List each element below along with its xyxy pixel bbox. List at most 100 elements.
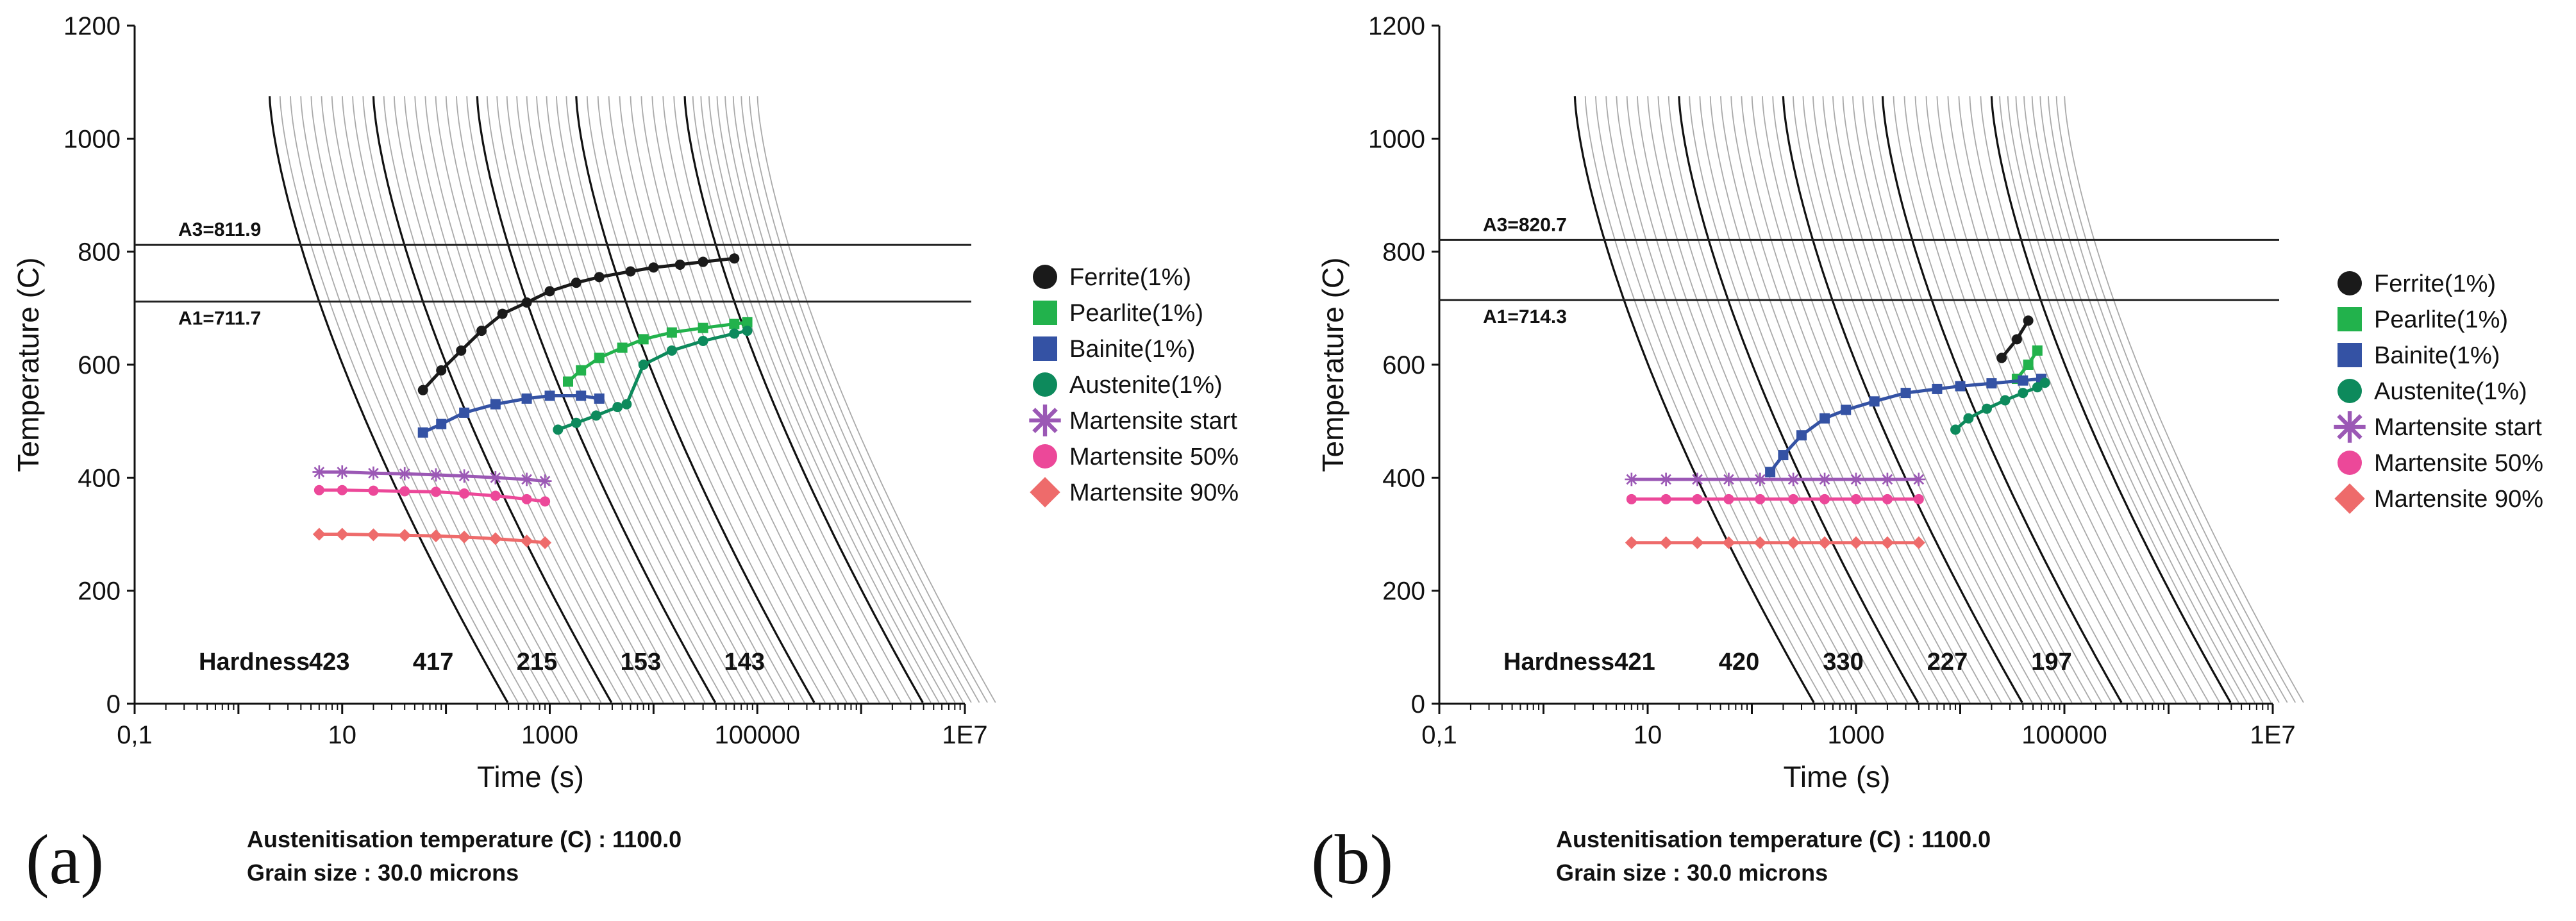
cooling-curve <box>740 96 980 703</box>
series-martensite-50-point <box>540 496 551 507</box>
y-tick-label: 0 <box>106 690 121 718</box>
cooling-curve <box>394 96 633 703</box>
series-martensite-90-point <box>335 527 349 541</box>
cooling-curve-bold <box>1573 96 1815 703</box>
panel-label: (a) <box>26 820 104 899</box>
series-martensite-start-point <box>1786 472 1800 486</box>
series-bainite-1-point <box>1841 404 1852 415</box>
series-martensite-start-point <box>429 468 443 482</box>
series-austenite-1-point <box>621 399 632 410</box>
legend-marker <box>2334 411 2366 443</box>
series-martensite-90-point <box>1722 536 1735 549</box>
series-martensite-50-point <box>368 485 379 496</box>
series-ferrite-1-point <box>456 345 467 356</box>
series-martensite-start-point <box>335 465 349 479</box>
cooling-curve <box>1925 96 2166 703</box>
legend-label: Martensite 90% <box>1069 479 1239 506</box>
legend-marker <box>2338 379 2362 403</box>
legend-item: Martensite start <box>1029 404 1237 436</box>
x-tick-label: 100000 <box>2021 721 2107 749</box>
series-martensite-start-point <box>1659 472 1673 486</box>
legend-marker-stroke <box>1032 408 1058 433</box>
cooling-curve <box>619 96 858 703</box>
cooling-curve <box>662 96 902 703</box>
info-line: Austenitisation temperature (C) : 1100.0 <box>247 826 682 852</box>
cooling-curve <box>732 96 972 703</box>
series-bainite-1-point <box>1900 388 1911 399</box>
cooling-curve <box>1626 96 1867 703</box>
legend-marker <box>1033 444 1057 469</box>
cooling-curve <box>536 96 776 703</box>
hardness-value: 421 <box>1614 649 1655 676</box>
cooling-curve <box>757 96 996 703</box>
series-martensite-50-point <box>1913 494 1924 504</box>
x-tick-label: 10 <box>1634 721 1662 749</box>
legend-label: Martensite 50% <box>2374 450 2543 477</box>
legend-item: Bainite(1%) <box>2338 342 2500 369</box>
series-martensite-90-point <box>367 528 380 542</box>
cooling-curve <box>331 96 571 703</box>
cooling-curve <box>1689 96 1929 703</box>
y-tick-label: 800 <box>1382 238 1425 267</box>
cooling-curve <box>414 96 654 703</box>
legend-marker <box>1033 336 1057 361</box>
y-tick-label: 400 <box>1382 464 1425 492</box>
series-martensite-start-point-stroke <box>337 467 348 477</box>
series-pearlite-1-point <box>638 334 649 345</box>
series-martensite-start-point <box>367 466 380 480</box>
series-ferrite-1-point <box>2023 315 2034 326</box>
series-martensite-90-point <box>539 536 552 549</box>
y-tick-label: 1000 <box>63 125 121 153</box>
x-tick-label: 0,1 <box>1421 721 1457 749</box>
series-bainite-1-point <box>1778 450 1789 461</box>
cooling-curve <box>1605 96 1846 703</box>
y-tick-label: 1200 <box>1368 12 1425 40</box>
series-austenite-1-point <box>2039 378 2050 388</box>
cooling-curve <box>1699 96 1939 703</box>
series-martensite-90 <box>312 527 552 549</box>
series-martensite-start-point <box>538 474 552 488</box>
cooling-curve <box>300 96 540 703</box>
cooling-curve <box>1893 96 2133 703</box>
legend-label: Austenite(1%) <box>2374 378 2527 405</box>
cooling-curve <box>1936 96 2177 703</box>
cooling-curve <box>692 96 932 703</box>
series-martensite-50-point <box>1723 494 1734 504</box>
cooling-curve <box>1842 96 2082 703</box>
cooling-curve <box>1852 96 2093 703</box>
legend: Ferrite(1%) Pearlite(1%) Bainite(1%) Austen… <box>2334 270 2543 514</box>
ref-label-a1: A1=714.3 <box>1483 306 1567 328</box>
cooling-curve <box>1647 96 1887 703</box>
cooling-curve <box>310 96 550 703</box>
legend-marker-stroke <box>2337 414 2363 440</box>
series-austenite-1-point <box>742 326 753 336</box>
y-tick-label: 800 <box>78 238 121 267</box>
cooling-curve <box>362 96 602 703</box>
series-ferrite-1-point <box>521 297 532 308</box>
y-tick-label: 1000 <box>1368 125 1425 153</box>
hardness-value: 215 <box>517 649 557 676</box>
legend-item: Martensite start <box>2334 411 2542 443</box>
cooling-curve <box>1730 96 1971 703</box>
series-pearlite-1-point <box>617 342 628 353</box>
legend-item: Austenite(1%) <box>1033 372 1223 399</box>
series-austenite-1-point <box>2018 388 2028 399</box>
y-tick-label: 400 <box>78 464 121 492</box>
series-martensite-start-point-stroke <box>314 467 325 477</box>
legend-item: Ferrite(1%) <box>1033 264 1191 291</box>
cooling-curve <box>383 96 623 703</box>
series-bainite-1-point <box>521 393 532 404</box>
legend-marker <box>2338 451 2362 475</box>
series-martensite-90-point <box>312 527 326 541</box>
cooling-curve <box>565 96 805 703</box>
series-martensite-90-point <box>1850 536 1862 549</box>
cooling-curve-bold <box>683 96 924 703</box>
series-ferrite-1-point <box>544 286 555 297</box>
series-martensite-50-point <box>1882 494 1893 504</box>
series-martensite-start-point-stroke <box>368 467 379 479</box>
legend-label: Bainite(1%) <box>2374 342 2500 369</box>
series-martensite-start-point <box>520 472 533 486</box>
cooling-curve <box>1822 96 2062 703</box>
cooling-curve <box>1772 96 2012 703</box>
series-pearlite-1-point <box>563 376 574 387</box>
